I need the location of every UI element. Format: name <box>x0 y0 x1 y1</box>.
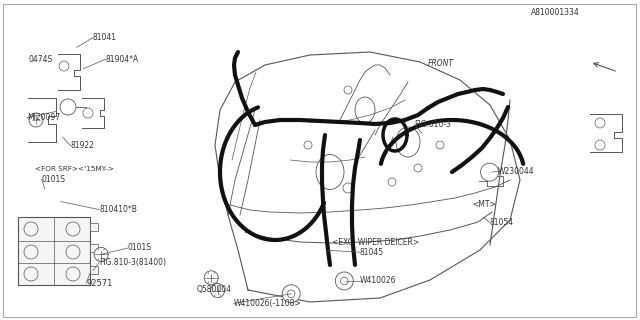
Text: 81922: 81922 <box>70 141 94 150</box>
FancyBboxPatch shape <box>18 217 90 285</box>
Circle shape <box>24 222 38 236</box>
Circle shape <box>595 140 605 150</box>
Text: 81054: 81054 <box>490 218 514 227</box>
Text: W230044: W230044 <box>498 167 534 176</box>
Circle shape <box>287 290 295 298</box>
Circle shape <box>340 277 348 285</box>
Circle shape <box>204 271 218 285</box>
Text: W410026(-1108>: W410026(-1108> <box>234 299 301 308</box>
FancyBboxPatch shape <box>90 244 98 252</box>
Text: 0474S: 0474S <box>29 55 53 64</box>
Text: A810001334: A810001334 <box>531 8 580 17</box>
Text: FIG.810-3: FIG.810-3 <box>415 120 452 129</box>
Circle shape <box>94 247 108 261</box>
Text: 92571: 92571 <box>86 279 113 288</box>
Circle shape <box>59 61 69 71</box>
Circle shape <box>29 113 43 127</box>
FancyBboxPatch shape <box>90 266 98 274</box>
Circle shape <box>66 222 80 236</box>
Circle shape <box>595 118 605 128</box>
Circle shape <box>481 163 499 181</box>
Circle shape <box>66 245 80 259</box>
Text: 81041: 81041 <box>93 33 116 42</box>
Text: 0101S: 0101S <box>128 244 152 252</box>
FancyBboxPatch shape <box>90 223 98 231</box>
Text: 81045: 81045 <box>360 248 384 257</box>
Circle shape <box>335 272 353 290</box>
Text: FRONT: FRONT <box>428 59 454 68</box>
Text: MI20097: MI20097 <box>27 113 60 122</box>
Circle shape <box>211 284 225 298</box>
Text: FIG.810-3(81400): FIG.810-3(81400) <box>99 258 166 267</box>
Circle shape <box>24 267 38 281</box>
Circle shape <box>83 108 93 118</box>
Text: <FOR SRF><'15MY->: <FOR SRF><'15MY-> <box>35 166 114 172</box>
Circle shape <box>24 245 38 259</box>
Circle shape <box>282 285 300 303</box>
Text: <MT>: <MT> <box>472 200 496 209</box>
Text: 810410*B: 810410*B <box>99 205 137 214</box>
Text: <EXC, WIPER DEICER>: <EXC, WIPER DEICER> <box>332 238 419 247</box>
Text: W410026: W410026 <box>360 276 396 285</box>
Circle shape <box>66 267 80 281</box>
Text: 81904*A: 81904*A <box>106 55 139 64</box>
Text: 0101S: 0101S <box>42 175 65 184</box>
Text: Q580004: Q580004 <box>197 285 232 294</box>
